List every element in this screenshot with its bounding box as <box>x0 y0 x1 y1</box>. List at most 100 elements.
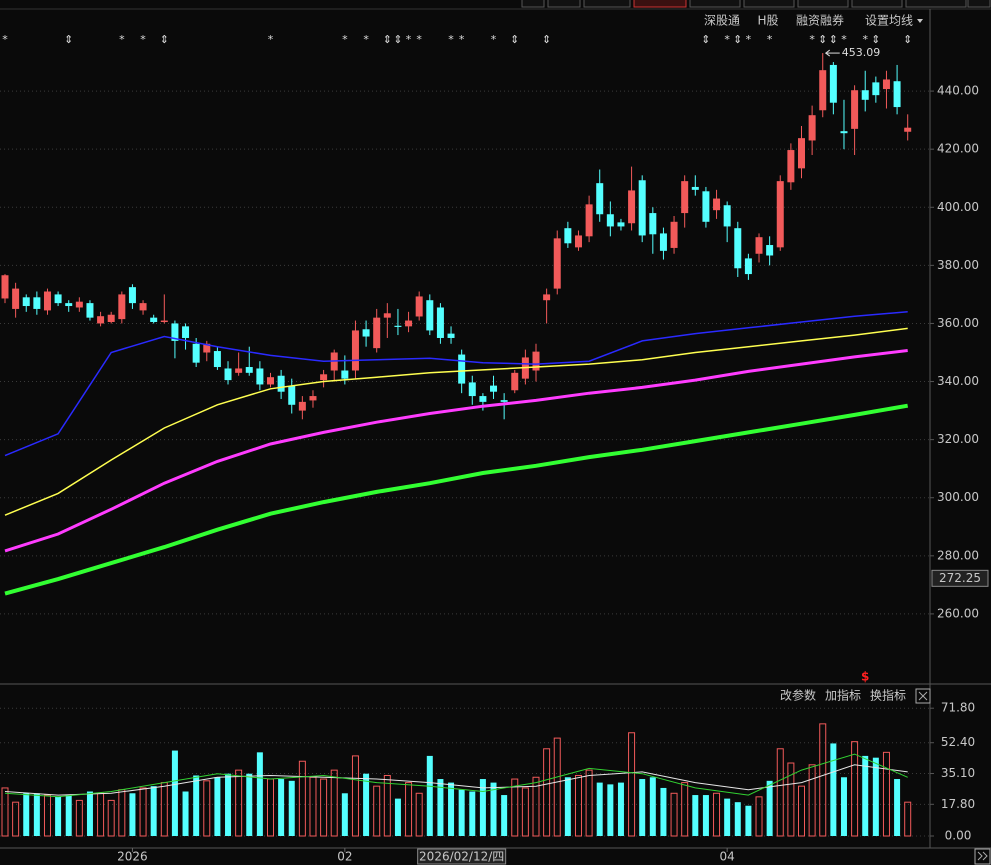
candle-body <box>256 368 264 385</box>
event-marker: * <box>268 33 274 46</box>
candle-body <box>798 138 805 169</box>
tab[interactable] <box>689 0 741 8</box>
annotation-arrow <box>824 49 831 57</box>
volume-bar <box>33 793 40 836</box>
moving-average-line <box>4 753 908 798</box>
candle-body <box>224 368 232 381</box>
x-tick-label: 04 <box>720 850 735 864</box>
close-button[interactable] <box>915 688 931 704</box>
volume-bar <box>872 757 879 836</box>
volume-bar <box>405 782 413 837</box>
candle-body <box>755 237 763 254</box>
tab[interactable] <box>967 0 991 8</box>
candle-body <box>12 288 20 309</box>
volume-bar <box>12 801 20 837</box>
candle-body <box>245 367 253 373</box>
scroll-button[interactable] <box>974 848 991 865</box>
volume-bar <box>394 798 401 836</box>
candle-body <box>171 323 179 341</box>
volume-bar <box>585 769 593 837</box>
toolbar-item[interactable]: 设置均线 <box>865 14 913 28</box>
candle-body <box>893 81 901 108</box>
indicator-button[interactable]: 加指标 <box>825 688 861 703</box>
tab[interactable] <box>797 0 849 8</box>
indicator-button[interactable]: 改参数 <box>780 688 816 703</box>
event-marker: * <box>809 33 815 46</box>
tab[interactable] <box>905 0 967 8</box>
candle-body <box>436 307 444 338</box>
volume-bar <box>894 779 901 836</box>
candle-body <box>43 291 51 311</box>
candle-body <box>65 303 73 307</box>
volume-bar <box>288 780 295 836</box>
tab[interactable] <box>743 0 795 8</box>
candle-body <box>288 385 296 405</box>
candle-body <box>904 127 912 132</box>
volume-bar <box>702 795 709 836</box>
cursor-date-box <box>417 848 507 865</box>
tab-active[interactable] <box>633 0 687 8</box>
volume-bar <box>437 779 444 836</box>
volume-bar <box>649 777 656 836</box>
cursor-price: 272.25 <box>939 571 981 585</box>
toolbar-item[interactable]: 深股通 <box>704 14 740 28</box>
volume-bar <box>363 773 370 836</box>
candle-body <box>500 400 508 402</box>
toolbar-item[interactable]: 融资融券 <box>796 13 844 28</box>
volume-bar <box>86 791 93 836</box>
tab[interactable] <box>521 0 545 8</box>
event-marker: ⇕ <box>903 33 912 46</box>
y-tick-label: 35.10 <box>941 766 975 780</box>
candle-body <box>97 316 105 324</box>
volume-bar <box>574 774 582 837</box>
top-tabs <box>521 0 991 8</box>
volume-bar <box>904 801 912 837</box>
volume-bar <box>341 793 348 836</box>
candle-body <box>383 313 391 318</box>
event-marker: * <box>416 33 422 46</box>
event-marker: * <box>491 33 497 46</box>
candle-body <box>362 329 370 337</box>
tab[interactable] <box>547 0 581 8</box>
volume-bar <box>150 786 157 836</box>
candle-body <box>659 233 667 251</box>
event-marker: ⇕ <box>818 33 827 46</box>
tab[interactable] <box>583 0 631 8</box>
y-tick-label: 380.00 <box>937 258 979 272</box>
volume-bar <box>840 777 847 836</box>
candle-body <box>851 90 859 129</box>
candle-body <box>86 303 94 318</box>
candle-body <box>596 183 604 215</box>
volume-bar <box>745 805 752 836</box>
volume-bar <box>490 782 497 836</box>
y-tick-label: 280.00 <box>937 548 979 562</box>
volume-bar <box>55 796 62 836</box>
y-tick-label: 340.00 <box>937 374 979 388</box>
y-tick-label: 17.80 <box>941 797 975 811</box>
candle-body <box>33 297 41 309</box>
toolbar-item[interactable]: H股 <box>757 14 778 28</box>
tab[interactable] <box>851 0 903 8</box>
volume-bar <box>75 799 83 837</box>
event-marker: ⇕ <box>510 33 519 46</box>
volume-bar <box>193 775 200 836</box>
dividend-marker: $ <box>861 670 869 684</box>
indicator-button[interactable]: 换指标 <box>870 688 906 703</box>
candle-body <box>617 222 625 227</box>
candle-body <box>840 131 848 134</box>
y-tick-label: 52.40 <box>941 735 975 749</box>
dropdown-arrow[interactable] <box>917 19 923 23</box>
candle-body <box>118 294 126 320</box>
candle-body <box>585 204 593 237</box>
y-tick-label: 420.00 <box>937 142 979 156</box>
volume-bar <box>798 785 805 837</box>
volume-bar <box>43 794 51 837</box>
volume-bar <box>660 787 667 836</box>
candle-body <box>574 235 582 248</box>
candle-body <box>638 180 646 236</box>
moving-average-line <box>4 327 908 516</box>
moving-average-line <box>4 311 908 457</box>
volume-bar <box>521 787 529 837</box>
candle-body <box>882 79 890 90</box>
